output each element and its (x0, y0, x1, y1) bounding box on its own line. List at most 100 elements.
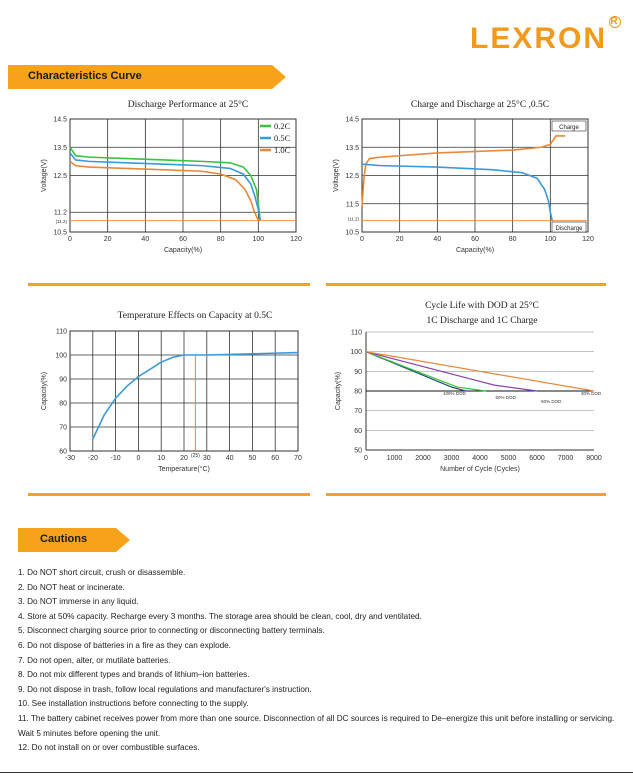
y-tick-label: 13.5 (53, 145, 67, 152)
chart-title: Discharge Performance at 25°C (128, 99, 249, 110)
series-line (69, 160, 260, 222)
y-tick-label: 12.5 (53, 173, 67, 180)
x-tick-label: 8000 (586, 455, 602, 462)
charge-discharge-chart: Charge and Discharge at 25°C ,0.5C 0 20 40 6… (322, 95, 602, 270)
y-tick-label: 60 (354, 428, 362, 435)
x-tick-label: 7000 (558, 455, 574, 462)
series-line (69, 146, 262, 221)
legend-label: 0.5C (274, 133, 291, 143)
brand-name: LEXRON (470, 22, 608, 55)
divider (28, 283, 310, 286)
x-axis-label: Temperature(°C) (158, 465, 210, 473)
x-tick-label: 30 (203, 455, 211, 462)
x-tick-label: 0 (68, 236, 72, 243)
marker-label: (25) (191, 453, 200, 459)
x-tick-label: 100 (252, 236, 264, 243)
x-tick-label: 2000 (415, 455, 431, 462)
y-tick-label: (11.2) (348, 216, 360, 221)
caution-item: 12. Do not install on or over combustibl… (18, 743, 200, 753)
footer-rule (0, 772, 633, 773)
cycle-chart-svg: Cycle Life with DOD at 25°C 1C Discharge … (335, 300, 602, 473)
series-line (365, 351, 595, 392)
y-tick-label: 10.5 (53, 230, 67, 237)
dod-label: 50% DOD (541, 399, 562, 404)
divider (326, 283, 606, 286)
cautions-list: 1. Do NOT short circuit, crush or disass… (18, 566, 618, 756)
divider (326, 493, 606, 496)
y-tick-label: 14.5 (53, 117, 67, 124)
x-tick-label: -20 (88, 455, 98, 462)
x-tick-label: 5000 (501, 455, 517, 462)
caution-item: 10. See installation instructions before… (18, 699, 249, 709)
caution-item: 5. Disconnect charging source prior to c… (18, 626, 325, 636)
discharge-chart: Discharge Performance at 25°C 0 20 40 60 80 10… (30, 95, 310, 270)
x-tick-label: 120 (290, 236, 302, 243)
y-tick-label: 80 (59, 401, 67, 408)
y-axis-label: Capacity(%) (41, 372, 48, 410)
y-tick-label: 50 (354, 448, 362, 455)
cautions-heading: Cautions (40, 533, 88, 545)
plot-frame (69, 330, 299, 452)
y-tick-label: 13.5 (345, 145, 359, 152)
caution-item: 8. Do not mix different types and brands… (18, 670, 250, 680)
cycle-life-chart: Cycle Life with DOD at 25°C 1C Discharge … (322, 298, 612, 483)
x-axis-label: Capacity(%) (456, 247, 494, 254)
y-tick-label: 110 (351, 330, 362, 337)
x-tick-label: 20 (104, 236, 112, 243)
series-line (361, 163, 553, 221)
y-tick-label: 100 (350, 349, 362, 356)
x-tick-label: 40 (433, 236, 441, 243)
dod-label: 100% DOD (443, 391, 467, 396)
y-tick-label: 14.5 (345, 117, 359, 124)
y-tick-label: 11.2 (54, 210, 67, 217)
y-tick-label: 100 (55, 353, 67, 360)
registered-mark: R (609, 16, 622, 28)
legend-label: 1.0C (274, 145, 291, 155)
x-tick-label: 6000 (529, 455, 545, 462)
series-line (365, 351, 486, 392)
x-tick-label: 4000 (472, 455, 488, 462)
x-tick-label: -10 (111, 455, 121, 462)
y-axis-label: Voltage(V) (41, 159, 48, 192)
x-tick-label: 80 (509, 236, 517, 243)
x-tick-label: 50 (249, 455, 257, 462)
x-tick-label: 60 (271, 455, 279, 462)
chart-subtitle: 1C Discharge and 1C Charge (427, 316, 538, 326)
plot-frame (361, 118, 589, 233)
series-line (365, 351, 466, 392)
cautions-banner: Cautions (18, 528, 130, 552)
x-tick-label: 3000 (444, 455, 460, 462)
x-tick-label: 80 (217, 236, 225, 243)
caution-item: 11. The battery cabinet receives power f… (18, 713, 615, 738)
y-tick-label: (11.2) (56, 219, 68, 224)
chart-title: Temperature Effects on Capacity at 0.5C (118, 310, 273, 321)
series-line (361, 135, 566, 207)
characteristics-banner: Characteristics Curve (8, 65, 286, 89)
dod-label: 60% DOD (496, 395, 517, 400)
caution-item: 7. Do not open, alter, or mutilate batte… (18, 655, 171, 665)
x-tick-label: 1000 (387, 455, 403, 462)
y-tick-label: 11.5 (346, 201, 359, 208)
temperature-chart: Temperature Effects on Capacity at 0.5C -… (30, 298, 310, 483)
series-line (69, 152, 262, 221)
y-tick-label: 10.5 (345, 230, 359, 237)
series-line (365, 351, 538, 392)
x-tick-label: 40 (141, 236, 149, 243)
x-tick-label: 20 (396, 236, 404, 243)
caution-item: 3. Do NOT immerse in any liquid. (18, 597, 139, 607)
dod-label: 30% DOD (581, 391, 602, 396)
characteristics-heading: Characteristics Curve (28, 70, 142, 82)
y-tick-label: 12.5 (345, 173, 359, 180)
x-tick-label: 0 (360, 236, 364, 243)
discharge-chart-svg: Discharge Performance at 25°C 0 20 40 60 80 10… (41, 99, 302, 254)
caution-item: 4. Store at 50% capacity. Recharge every… (18, 611, 422, 621)
plot-frame (69, 118, 297, 233)
x-tick-label: 10 (157, 455, 165, 462)
y-tick-label: 60 (59, 449, 67, 456)
y-axis-label: Voltage(V) (333, 159, 340, 192)
x-axis-label: Capacity(%) (164, 247, 202, 254)
x-tick-label: 100 (544, 236, 556, 243)
x-axis-label: Number of Cycle (Cycles) (440, 466, 520, 473)
chart-title: Cycle Life with DOD at 25°C (425, 300, 539, 311)
y-tick-label: 90 (354, 369, 362, 376)
